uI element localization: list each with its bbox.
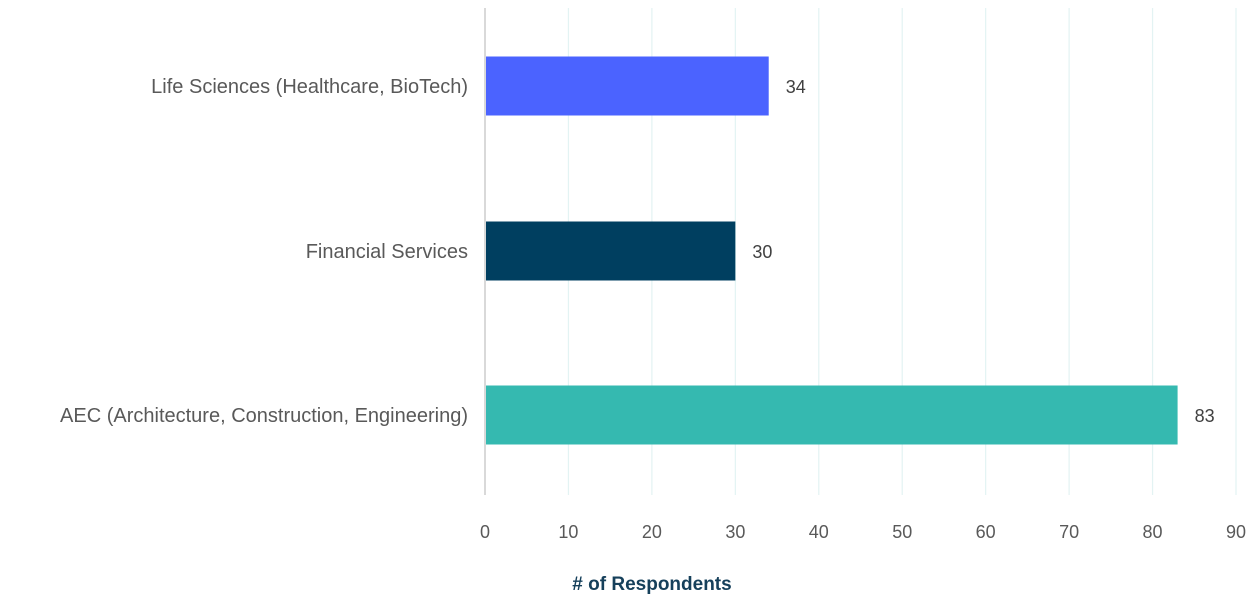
x-tick-label-70: 70	[1059, 522, 1079, 542]
x-axis-title: # of Respondents	[572, 574, 731, 595]
x-tick-label-60: 60	[976, 522, 996, 542]
category-label-0: Life Sciences (Healthcare, BioTech)	[151, 76, 468, 98]
x-tick-label-10: 10	[558, 522, 578, 542]
bars	[486, 56, 1178, 445]
x-tick-label-20: 20	[642, 522, 662, 542]
data-label-1: 30	[752, 242, 772, 262]
data-label-0: 34	[786, 77, 806, 97]
bar-2	[486, 385, 1178, 445]
data-label-2: 83	[1195, 406, 1215, 426]
category-label-1: Financial Services	[306, 241, 468, 263]
x-tick-label-80: 80	[1143, 522, 1163, 542]
x-tick-label-50: 50	[892, 522, 912, 542]
labels: 0 10 20 30 40 50 60 70 80 90 34 Life Sciences (Heal…	[60, 76, 1246, 542]
x-tick-label-90: 90	[1226, 522, 1246, 542]
category-label-2: AEC (Architecture, Construction, Enginee…	[60, 405, 468, 427]
x-tick-label-40: 40	[809, 522, 829, 542]
bar-0	[486, 56, 769, 116]
x-tick-label-0: 0	[480, 522, 490, 542]
bar-1	[486, 221, 736, 281]
x-tick-label-30: 30	[725, 522, 745, 542]
